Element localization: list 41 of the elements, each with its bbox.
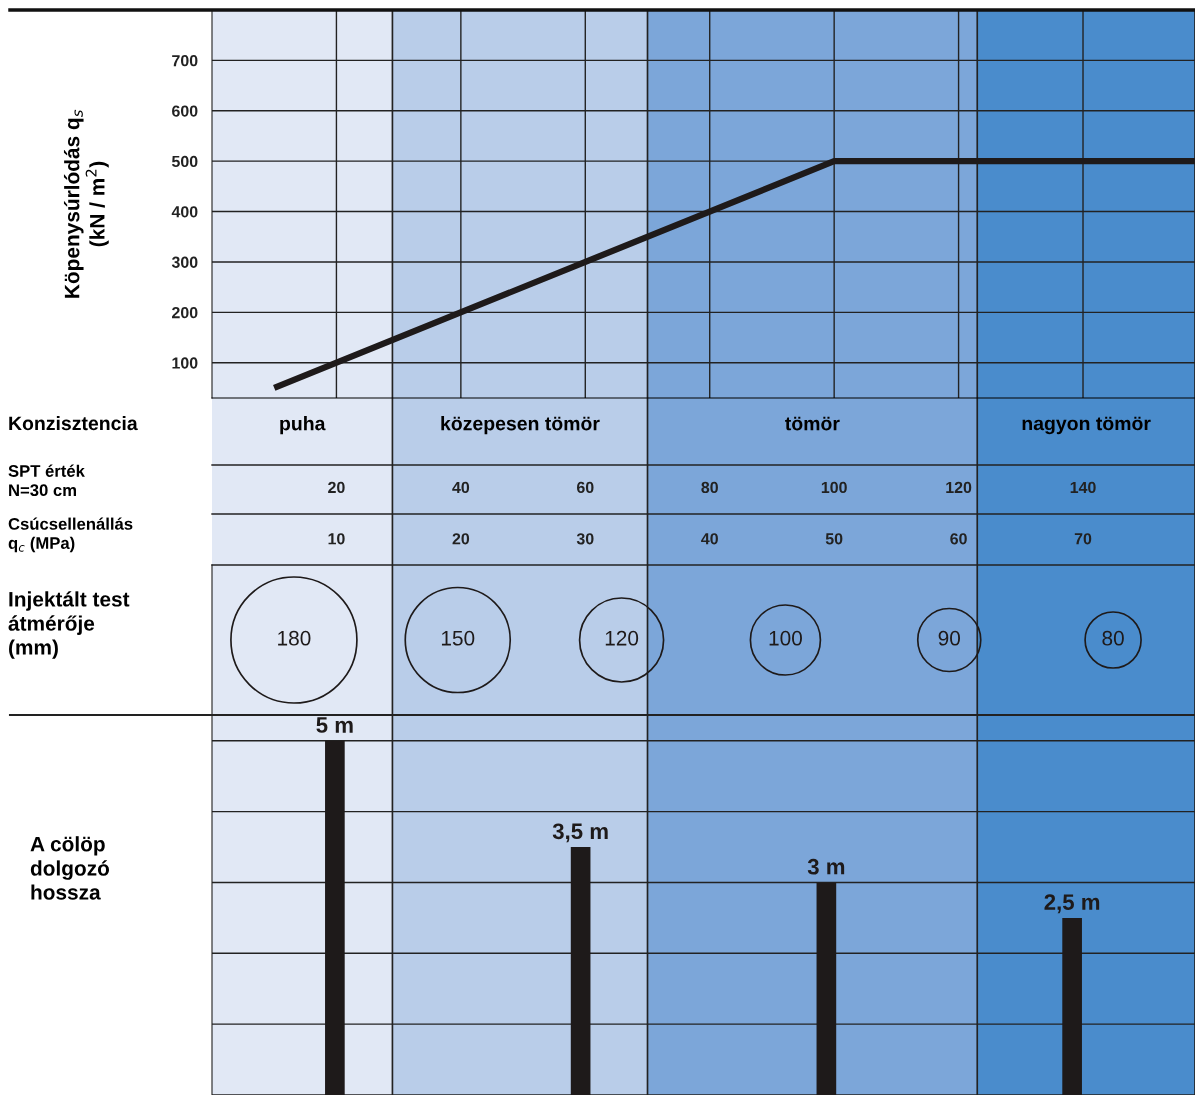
y-tick-label: 500 (171, 155, 198, 168)
data-label: 120 (605, 630, 639, 646)
data-label: 3 m (807, 858, 845, 875)
x-tick-label: 120 (946, 481, 972, 494)
x-tick-label: 140 (1070, 481, 1096, 494)
data-label: 90 (938, 630, 961, 646)
text: Köpenysúrlódás q$_{s}$ (kN / m$^{2}$) (63, 109, 109, 298)
text: Konzisztencia (9, 415, 138, 431)
x-tick-label: 20 (328, 481, 345, 494)
y-tick-label: 700 (172, 55, 198, 67)
x2-tick-label: 20 (452, 533, 470, 545)
data-label: 5 m (316, 717, 353, 733)
x-tick-label: 80 (701, 481, 718, 494)
y-tick-label: 100 (172, 357, 198, 369)
data-label: 2,5 m (1044, 894, 1100, 914)
data-label: 3,5 m (552, 823, 608, 843)
data-label: 180 (278, 630, 311, 646)
text: Injektált test átmérője (mm) (8, 591, 130, 659)
y-tick-label: 400 (171, 206, 198, 218)
band-label: nagyon tömör (1022, 416, 1151, 435)
data-label: 100 (769, 630, 802, 646)
x2-tick-label: 40 (701, 533, 718, 545)
y-tick-label: 600 (172, 105, 198, 117)
x-tick-label: 100 (821, 481, 847, 494)
x2-tick-label: 70 (1074, 533, 1092, 545)
y-tick-label: 300 (171, 256, 198, 268)
x-tick-label: 60 (576, 481, 594, 494)
x2-tick-label: 60 (950, 533, 967, 545)
x-axis-title: SPT érték N=30 cm (8, 464, 85, 497)
x2-tick-label: 10 (328, 533, 345, 545)
band-label: puha (280, 416, 326, 435)
y-tick-label: 200 (172, 306, 198, 319)
y-axis-title: A cölöp dolgozó hossza (30, 836, 110, 900)
data-label: 80 (1102, 630, 1124, 646)
x2-axis-title: Csúcsellenállás q$_{c}$ (MPa) (8, 517, 133, 553)
data-label: 150 (441, 630, 475, 646)
x2-tick-label: 50 (825, 533, 843, 545)
band-label: tömör (785, 416, 840, 431)
x-tick-label: 40 (452, 481, 470, 494)
band-label: közepesen tömör (441, 416, 600, 435)
x2-tick-label: 30 (576, 533, 594, 545)
